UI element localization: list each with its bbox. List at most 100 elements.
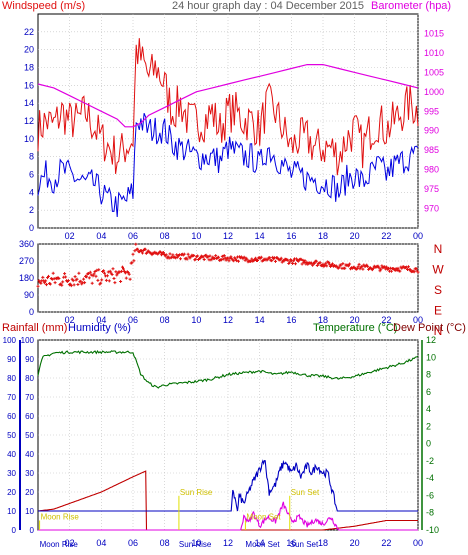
temperature-y-tick-label: 4: [426, 404, 431, 414]
direction-point: [192, 254, 196, 257]
direction-point: [90, 281, 94, 285]
wind-x-tick-label: 14: [255, 231, 265, 241]
direction-point: [234, 257, 238, 261]
direction-point: [48, 282, 52, 286]
humidity-line: [38, 459, 418, 512]
wind-x-tick-label: 04: [96, 231, 106, 241]
wind-x-tick-label: 22: [381, 231, 391, 241]
direction-point: [274, 259, 277, 263]
temperature-line: [37, 349, 419, 389]
direction-y-tick-label: 0: [29, 307, 34, 317]
direction-point: [87, 276, 91, 280]
temperature-y-tick-label: 0: [426, 439, 431, 449]
direction-point: [196, 254, 200, 258]
direction-point: [396, 266, 400, 270]
rainfall-y-tick-label: 90: [7, 355, 16, 364]
direction-point: [120, 269, 124, 273]
direction-point: [66, 279, 70, 283]
humidity-y-tick-label: 0: [30, 526, 35, 535]
direction-point: [75, 277, 79, 281]
direction-point: [112, 277, 116, 280]
wind-y-tick-label: 12: [24, 116, 34, 126]
direction-point: [123, 271, 127, 275]
direction-point: [82, 277, 86, 281]
rainfall-y-tick-label: 100: [3, 336, 17, 345]
direction-point: [53, 281, 57, 285]
direction-point: [242, 255, 246, 259]
direction-x-tick-label: 16: [286, 315, 296, 325]
wind-gust-line: [37, 38, 419, 176]
direction-point: [189, 255, 193, 259]
rainfall-y-tick-label: 60: [7, 412, 16, 421]
direction-point: [89, 273, 93, 277]
dewpoint-line: [38, 501, 418, 531]
direction-point: [201, 255, 205, 259]
humidity-y-tick-label: 100: [21, 336, 35, 345]
direction-point: [43, 281, 47, 285]
direction-point: [179, 257, 182, 261]
climate-x-tick-label: 12: [223, 538, 233, 548]
event-marker-label: Sun Set: [291, 488, 320, 497]
temperature-y-tick-label: 2: [426, 421, 431, 431]
direction-point: [227, 259, 231, 263]
direction-point: [235, 259, 239, 263]
wind-y-tick-label: 14: [24, 98, 34, 108]
climate-x-tick-label: 16: [286, 538, 296, 548]
direction-point: [186, 252, 190, 256]
direction-point: [296, 259, 300, 263]
direction-point: [414, 267, 418, 270]
event-marker-label: Sun Rise: [180, 488, 213, 497]
direction-point: [221, 257, 225, 261]
rainfall-y-tick-label: 50: [7, 431, 16, 440]
humidity-y-tick-label: 70: [25, 393, 34, 402]
direction-point: [130, 261, 134, 265]
humidity-y-tick-label: 80: [25, 374, 34, 383]
direction-point: [217, 255, 220, 259]
temperature-y-tick-label: 12: [426, 335, 436, 345]
direction-point: [389, 269, 393, 273]
direction-x-tick-label: 18: [318, 315, 328, 325]
compass-label: S: [434, 283, 442, 297]
climate-x-tick-label: 18: [318, 538, 328, 548]
direction-point: [36, 284, 40, 288]
wind-axis-title: Windspeed (m/s): [2, 0, 85, 12]
direction-point: [160, 253, 163, 257]
rainfall-axis-title: Rainfall (mm): [2, 322, 67, 334]
direction-point: [119, 280, 123, 283]
bottom-event-label: Sun Rise: [179, 540, 212, 549]
direction-point: [182, 252, 186, 256]
wind-x-tick-label: 12: [223, 231, 233, 241]
direction-point: [416, 270, 420, 274]
direction-point: [355, 267, 359, 271]
humidity-y-tick-label: 60: [25, 412, 34, 421]
barometer-y-tick-label: 985: [424, 145, 439, 155]
bottom-event-label: Sun Set: [290, 540, 319, 549]
barometer-y-tick-label: 995: [424, 106, 439, 116]
direction-point: [77, 271, 81, 275]
direction-point: [341, 262, 345, 266]
barometer-y-tick-label: 980: [424, 165, 439, 175]
wind-x-tick-label: 20: [350, 231, 360, 241]
direction-point: [208, 254, 212, 258]
direction-point: [259, 255, 263, 259]
barometer-y-tick-label: 1005: [424, 67, 444, 77]
compass-label: E: [434, 304, 442, 318]
direction-point: [279, 256, 283, 260]
direction-point: [91, 274, 95, 278]
direction-point: [325, 264, 329, 268]
humidity-y-tick-label: 10: [25, 507, 34, 516]
wind-y-tick-label: 4: [29, 187, 34, 197]
direction-point: [106, 270, 110, 274]
wind-x-tick-label: 16: [286, 231, 296, 241]
wind-y-tick-label: 18: [24, 63, 34, 73]
direction-point: [76, 283, 80, 286]
direction-point: [94, 274, 98, 278]
direction-point: [57, 277, 61, 280]
direction-point: [408, 268, 412, 272]
direction-point: [73, 275, 77, 279]
direction-point: [124, 276, 128, 280]
rainfall-y-tick-label: 10: [7, 507, 16, 516]
direction-point: [328, 262, 332, 266]
direction-point: [250, 257, 254, 261]
direction-point: [114, 270, 118, 274]
